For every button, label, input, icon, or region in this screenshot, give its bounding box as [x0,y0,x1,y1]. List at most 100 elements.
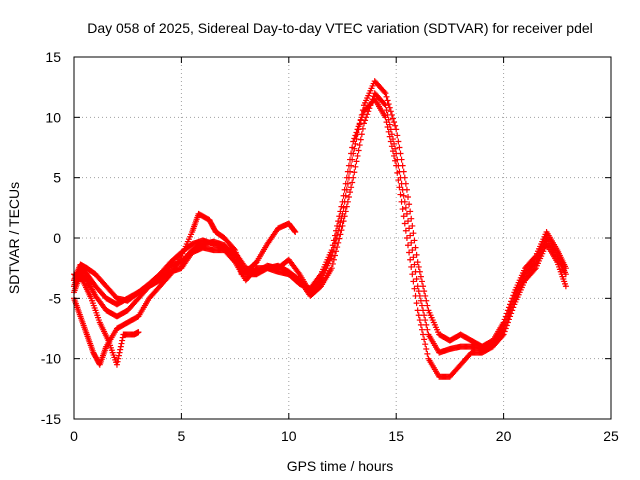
data-point [400,213,407,220]
data-point [348,150,355,157]
data-point [349,179,356,186]
data-point [391,119,398,126]
data-point [344,198,351,205]
data-point [351,169,358,176]
data-point [391,152,398,159]
data-point [424,326,431,333]
data-point [423,346,430,353]
data-point [359,125,366,132]
data-point [118,340,125,347]
data-point [503,322,510,329]
data-point [407,208,414,215]
data-point [341,213,348,220]
data-point [356,120,363,127]
data-point [386,133,393,140]
x-axis-label: GPS time / hours [287,458,394,474]
data-point [398,180,405,187]
data-point [347,189,354,196]
data-point [418,278,425,285]
data-point [411,237,418,244]
data-point [410,254,417,261]
data-point [406,201,413,208]
data-point [414,283,421,290]
data-point [408,215,415,222]
data-point [334,244,341,251]
data-point [509,307,516,314]
data-point [382,90,389,97]
data-point [115,355,122,362]
data-point [420,283,427,290]
data-point [412,244,419,251]
data-point [333,227,340,234]
data-point [395,177,402,184]
data-point [409,271,416,278]
data-point [339,198,346,205]
x-tick-label: 5 [178,428,186,444]
data-point [396,144,403,151]
data-point [396,184,403,191]
data-point [231,257,238,264]
data-point [381,101,388,108]
data-point [412,292,419,299]
data-point [397,191,404,198]
data-point [505,316,512,323]
data-point [504,319,511,326]
data-point [359,111,366,118]
data-point [403,210,410,217]
y-tick-label: -5 [49,290,62,306]
data-point [385,128,392,135]
data-point [345,162,352,169]
data-point [415,263,422,270]
data-point [421,288,428,295]
data-point [353,129,360,136]
data-point [331,232,338,239]
data-point [414,259,421,266]
data-point [409,222,416,229]
data-point [336,213,343,220]
x-tick-label: 0 [70,428,78,444]
data-point [338,203,345,210]
data-point [349,144,356,151]
data-point [338,227,345,234]
data-point [231,245,238,252]
x-tick-label: 10 [281,428,297,444]
data-point [292,228,299,235]
data-point [395,138,402,145]
data-point [510,304,517,311]
series-track-c [71,96,569,380]
data-point [340,192,347,199]
data-point [113,361,120,368]
data-point [166,272,173,279]
data-point [358,114,365,121]
data-point [343,174,350,181]
data-point [499,332,506,339]
data-point [409,247,416,254]
data-point [418,326,425,333]
data-point [408,239,415,246]
chart-title: Day 058 of 2025, Sidereal Day-to-day VTE… [87,20,593,36]
data-point [386,104,393,111]
data-point [424,350,431,357]
data-point [500,331,507,338]
axis-ticks: 0 5 10 15 20 25 -15 -10 -5 0 5 10 15 [41,49,619,444]
data-point [387,138,394,145]
data-point [330,237,337,244]
y-tick-label: 15 [45,49,61,65]
data-point [335,218,342,225]
data-point [352,163,359,170]
data-point [353,158,360,165]
data-point [413,251,420,258]
data-point [393,162,400,169]
data-point [393,126,400,133]
data-point [329,260,336,267]
data-point [421,312,428,319]
data-point [399,186,406,193]
data-point [406,225,413,232]
x-tick-label: 20 [496,428,512,444]
data-point [119,337,126,344]
data-point [331,252,338,259]
data-point [358,131,365,138]
data-point [392,157,399,164]
data-point [357,136,364,143]
data-point [405,193,412,200]
